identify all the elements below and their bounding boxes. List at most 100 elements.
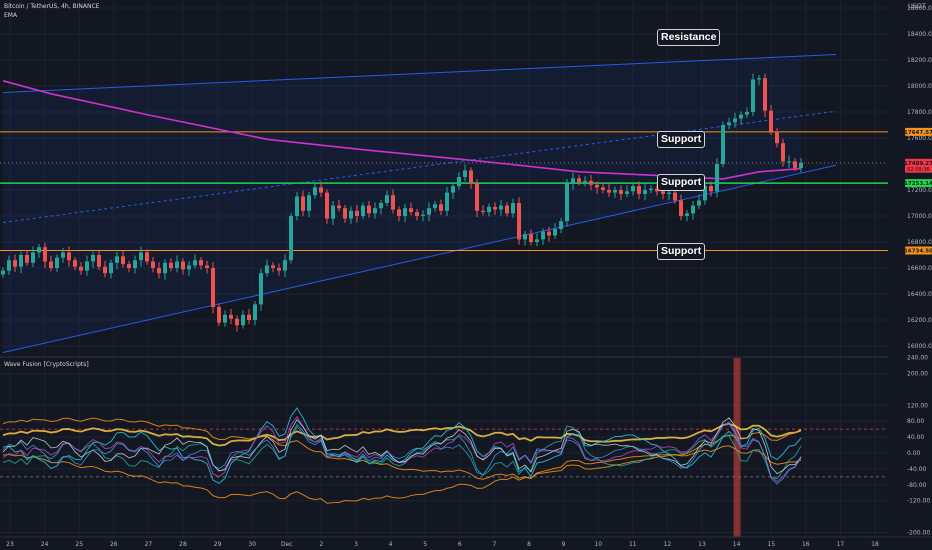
candle-body — [121, 256, 125, 265]
candle-body — [583, 180, 587, 183]
candle-body — [619, 190, 623, 194]
highlight-bar — [733, 358, 741, 537]
annotation-support-middle[interactable]: Support — [657, 174, 706, 191]
indicator-legend-wave-fusion[interactable]: Wave Fusion [CryptoScripts] — [4, 361, 89, 368]
candle-body — [295, 196, 299, 216]
annotation-resistance[interactable]: Resistance — [657, 29, 721, 46]
candle-body — [709, 186, 713, 192]
time-tick-label: 7 — [492, 541, 496, 548]
oscillator-tick-label: -200.00 — [907, 530, 930, 537]
candle-body — [49, 261, 53, 268]
candle-body — [337, 205, 341, 209]
time-tick-label: 15 — [767, 541, 775, 548]
candle-body — [37, 247, 41, 253]
candle-body — [373, 208, 377, 214]
candle-body — [607, 190, 611, 193]
oscillator-axis[interactable]: 240.00 200.00 120.00 80.00 40.00 0.00 -40.00 -8… — [907, 355, 930, 537]
time-tick-label: 27 — [145, 541, 153, 548]
annotation-support-upper[interactable]: Support — [657, 131, 706, 148]
candle-body — [157, 268, 161, 274]
candle-body — [325, 192, 329, 219]
price-tick-label: 17200.00 — [907, 187, 932, 194]
candle-body — [415, 212, 419, 216]
candlestick-series[interactable] — [1, 73, 803, 332]
time-axis[interactable]: 23 24 25 26 27 28 29 30 Dec 2 3 4 5 6 7 8 9 10 11 12 13 14 15 1… — [0, 536, 932, 550]
candle-body — [589, 180, 593, 185]
oscillator-tick-label: -80.00 — [907, 482, 927, 489]
candle-body — [439, 204, 443, 211]
candle-body — [511, 203, 515, 214]
oscillator-wave — [2, 417, 802, 475]
candle-body — [217, 307, 221, 323]
candle-body — [433, 204, 437, 209]
candle-body — [403, 208, 407, 216]
time-tick-label: 28 — [179, 541, 187, 548]
indicator-legend-ema[interactable]: EMA — [4, 12, 18, 19]
oscillator-wave — [2, 407, 802, 484]
candle-body — [781, 143, 785, 162]
candle-body — [223, 314, 227, 323]
oscillator-tick-label: -120.00 — [907, 498, 930, 505]
candle-body — [91, 255, 95, 262]
candle-body — [799, 162, 803, 168]
time-tick-label: 4 — [389, 541, 393, 548]
price-label-tag — [905, 127, 932, 136]
candle-body — [529, 234, 533, 242]
time-tick-label: 12 — [664, 541, 672, 548]
candle-body — [445, 192, 449, 211]
candle-body — [169, 262, 173, 268]
candle-body — [715, 164, 719, 192]
candle-body — [145, 252, 149, 262]
channel-fill — [3, 56, 801, 353]
oscillator-wave — [2, 417, 802, 480]
time-tick-label: 11 — [629, 541, 637, 548]
candle-body — [1, 270, 5, 275]
candle-body — [475, 183, 479, 211]
time-tick-label: 14 — [733, 541, 741, 548]
candle-body — [487, 206, 491, 213]
price-label-tag — [905, 246, 932, 255]
oscillator-wave — [2, 422, 802, 447]
candle-body — [13, 260, 17, 267]
candle-body — [43, 247, 47, 262]
time-tick-label: 18 — [871, 541, 879, 548]
candle-body — [409, 208, 413, 213]
candle-body — [481, 210, 485, 213]
candle-body — [661, 191, 665, 194]
candle-body — [301, 196, 305, 211]
candle-body — [235, 318, 239, 326]
ema-path — [2, 80, 802, 180]
ema-line — [2, 80, 802, 180]
candle-body — [769, 110, 773, 132]
candle-body — [133, 260, 137, 268]
price-axis-unit: USDT — [908, 2, 926, 10]
candle-body — [271, 265, 275, 268]
candle-body — [313, 187, 317, 196]
candle-body — [637, 186, 641, 194]
oscillator-panel[interactable] — [0, 358, 888, 537]
candle-body — [463, 170, 467, 177]
channel-lower-line — [2, 164, 837, 353]
candle-body — [451, 186, 455, 193]
candle-body — [31, 252, 35, 263]
price-label-text: 17409.27 — [904, 161, 932, 167]
time-tick-label: 5 — [423, 541, 427, 548]
candle-body — [553, 229, 557, 236]
candle-body — [763, 78, 767, 111]
candle-body — [211, 268, 215, 307]
candle-body — [361, 205, 365, 216]
candle-body — [577, 178, 581, 183]
candle-body — [667, 192, 671, 194]
candle-body — [493, 206, 497, 210]
time-tick-label: 8 — [527, 541, 531, 548]
oscillator-tick-label: 40.00 — [907, 434, 924, 441]
candle-body — [625, 191, 629, 194]
oscillator-tick-label: 120.00 — [907, 402, 928, 409]
axis-background — [888, 0, 932, 537]
candle-body — [187, 265, 191, 270]
candle-body — [691, 205, 695, 214]
annotation-support-lower[interactable]: Support — [657, 243, 706, 260]
price-tick-label: 16600.00 — [907, 265, 932, 272]
